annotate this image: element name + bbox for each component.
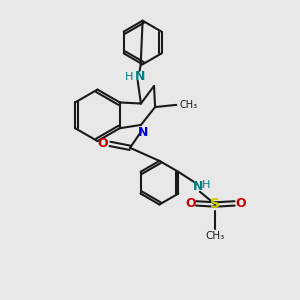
- Text: H: H: [124, 72, 133, 82]
- Text: H: H: [202, 180, 210, 190]
- Text: O: O: [185, 197, 196, 210]
- Text: N: N: [138, 126, 148, 140]
- Text: N: N: [193, 180, 203, 193]
- Text: CH₃: CH₃: [179, 100, 197, 110]
- Text: O: O: [235, 197, 246, 210]
- Text: CH₃: CH₃: [206, 231, 225, 241]
- Text: N: N: [134, 70, 145, 83]
- Text: S: S: [210, 197, 220, 212]
- Text: O: O: [98, 137, 108, 150]
